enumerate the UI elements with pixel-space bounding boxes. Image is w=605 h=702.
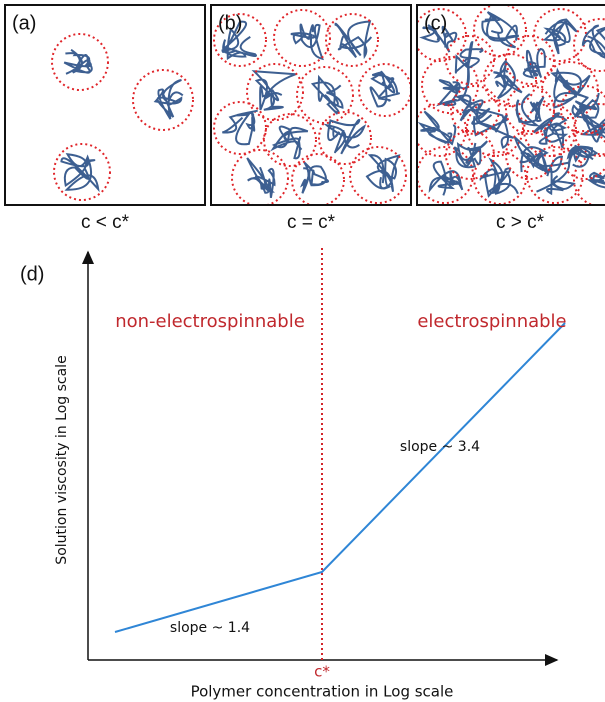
region-label: non-electrospinnable — [115, 311, 305, 332]
coil-boundary — [505, 130, 555, 180]
slope-label: slope ~ 1.4 — [170, 620, 250, 636]
coil-boundary — [231, 149, 289, 205]
polymer-coil — [369, 70, 400, 108]
polymer-coil — [581, 24, 605, 59]
coil-boundary — [132, 69, 194, 131]
coil-boundary — [505, 35, 555, 85]
polymer-coil — [310, 74, 344, 115]
panel-coils — [417, 5, 605, 205]
coil-boundary — [213, 13, 267, 67]
polymer-coil — [532, 112, 569, 149]
panel-label: (c) — [424, 12, 447, 34]
slope-label: slope ~ 3.4 — [400, 439, 480, 455]
polymer-coil — [290, 23, 324, 61]
coil-boundary — [417, 103, 467, 157]
polymer-coil — [251, 70, 297, 111]
polymer-coil — [153, 79, 184, 120]
polymer-coil — [522, 48, 546, 79]
panel-caption: c > c* — [496, 212, 545, 233]
polymer-coil — [472, 108, 515, 149]
panel-frame — [4, 4, 206, 206]
polymer-coil — [586, 171, 605, 189]
polymer-coil — [60, 153, 100, 193]
panel-coils — [213, 9, 411, 205]
panel-caption: c = c* — [287, 212, 336, 233]
threshold-label: c* — [314, 663, 330, 681]
panel-label: (a) — [12, 12, 36, 34]
polymer-coil — [513, 136, 549, 175]
coil-boundary — [526, 146, 584, 204]
coil-boundary — [273, 9, 331, 67]
x-axis-label: Polymer concentration in Log scale — [191, 683, 454, 701]
panel-frame — [416, 4, 605, 206]
coil-boundary — [417, 8, 467, 62]
polymer-coil — [63, 48, 93, 75]
polymer-coil — [479, 157, 519, 198]
polymer-coil — [481, 11, 520, 49]
coil-boundary — [445, 130, 495, 180]
coil-boundary — [417, 146, 474, 204]
polymer-coil — [299, 161, 330, 194]
coil-boundary — [51, 33, 109, 91]
coil-boundary — [296, 66, 354, 124]
coil-boundary — [533, 8, 587, 62]
coil-boundary — [445, 35, 495, 85]
coil-boundary — [483, 53, 537, 107]
panel-frame — [210, 4, 412, 206]
panel-caption: c < c* — [81, 212, 130, 233]
coils — [51, 5, 605, 205]
panel-label: (d) — [20, 263, 44, 285]
y-axis-label: Solution viscosity in Log scale — [54, 355, 70, 564]
polymer-coil — [221, 20, 257, 61]
viscosity-curve — [114, 322, 566, 633]
polymer-coil — [246, 157, 276, 198]
coil-boundary — [291, 153, 345, 205]
coil-boundary — [358, 63, 411, 117]
polymer-coil — [428, 160, 464, 196]
polymer-coil — [323, 118, 367, 155]
polymer-coil — [566, 144, 599, 168]
polymer-coil — [493, 58, 523, 100]
polymer-coil — [453, 140, 488, 169]
polymer-coil — [454, 94, 491, 125]
coil-boundary — [325, 13, 379, 67]
coil-boundary — [213, 101, 267, 155]
coil-boundary — [573, 103, 605, 157]
coil-boundary — [318, 111, 372, 165]
panel-coils — [51, 33, 194, 201]
region-label: electrospinnable — [417, 311, 566, 332]
polymer-coil — [571, 92, 604, 129]
coil-boundary — [573, 18, 605, 72]
coil-boundary — [573, 153, 605, 205]
coil-boundary — [505, 85, 555, 135]
coil-boundary — [349, 146, 407, 204]
polymer-coil — [419, 24, 458, 53]
polymer-coil — [222, 109, 258, 146]
coil-boundary — [523, 103, 577, 157]
coil-boundary — [53, 143, 111, 201]
coil-boundary — [246, 63, 304, 121]
polymer-coil — [365, 154, 401, 192]
coil-boundary — [421, 56, 479, 114]
polymer-coil — [515, 93, 545, 127]
coil-boundary — [450, 85, 500, 135]
polymer-coil — [436, 64, 470, 107]
coil-boundary — [263, 113, 317, 167]
polymer-coil — [334, 20, 373, 60]
coil-boundary — [473, 5, 527, 57]
polymer-coil — [454, 41, 484, 74]
coil-boundary — [466, 99, 524, 157]
polymer-coil — [542, 18, 578, 55]
polymer-coil — [270, 125, 309, 160]
panel-label: (b) — [218, 12, 242, 34]
polymer-coil — [550, 67, 591, 109]
polymer-coil — [417, 110, 457, 146]
